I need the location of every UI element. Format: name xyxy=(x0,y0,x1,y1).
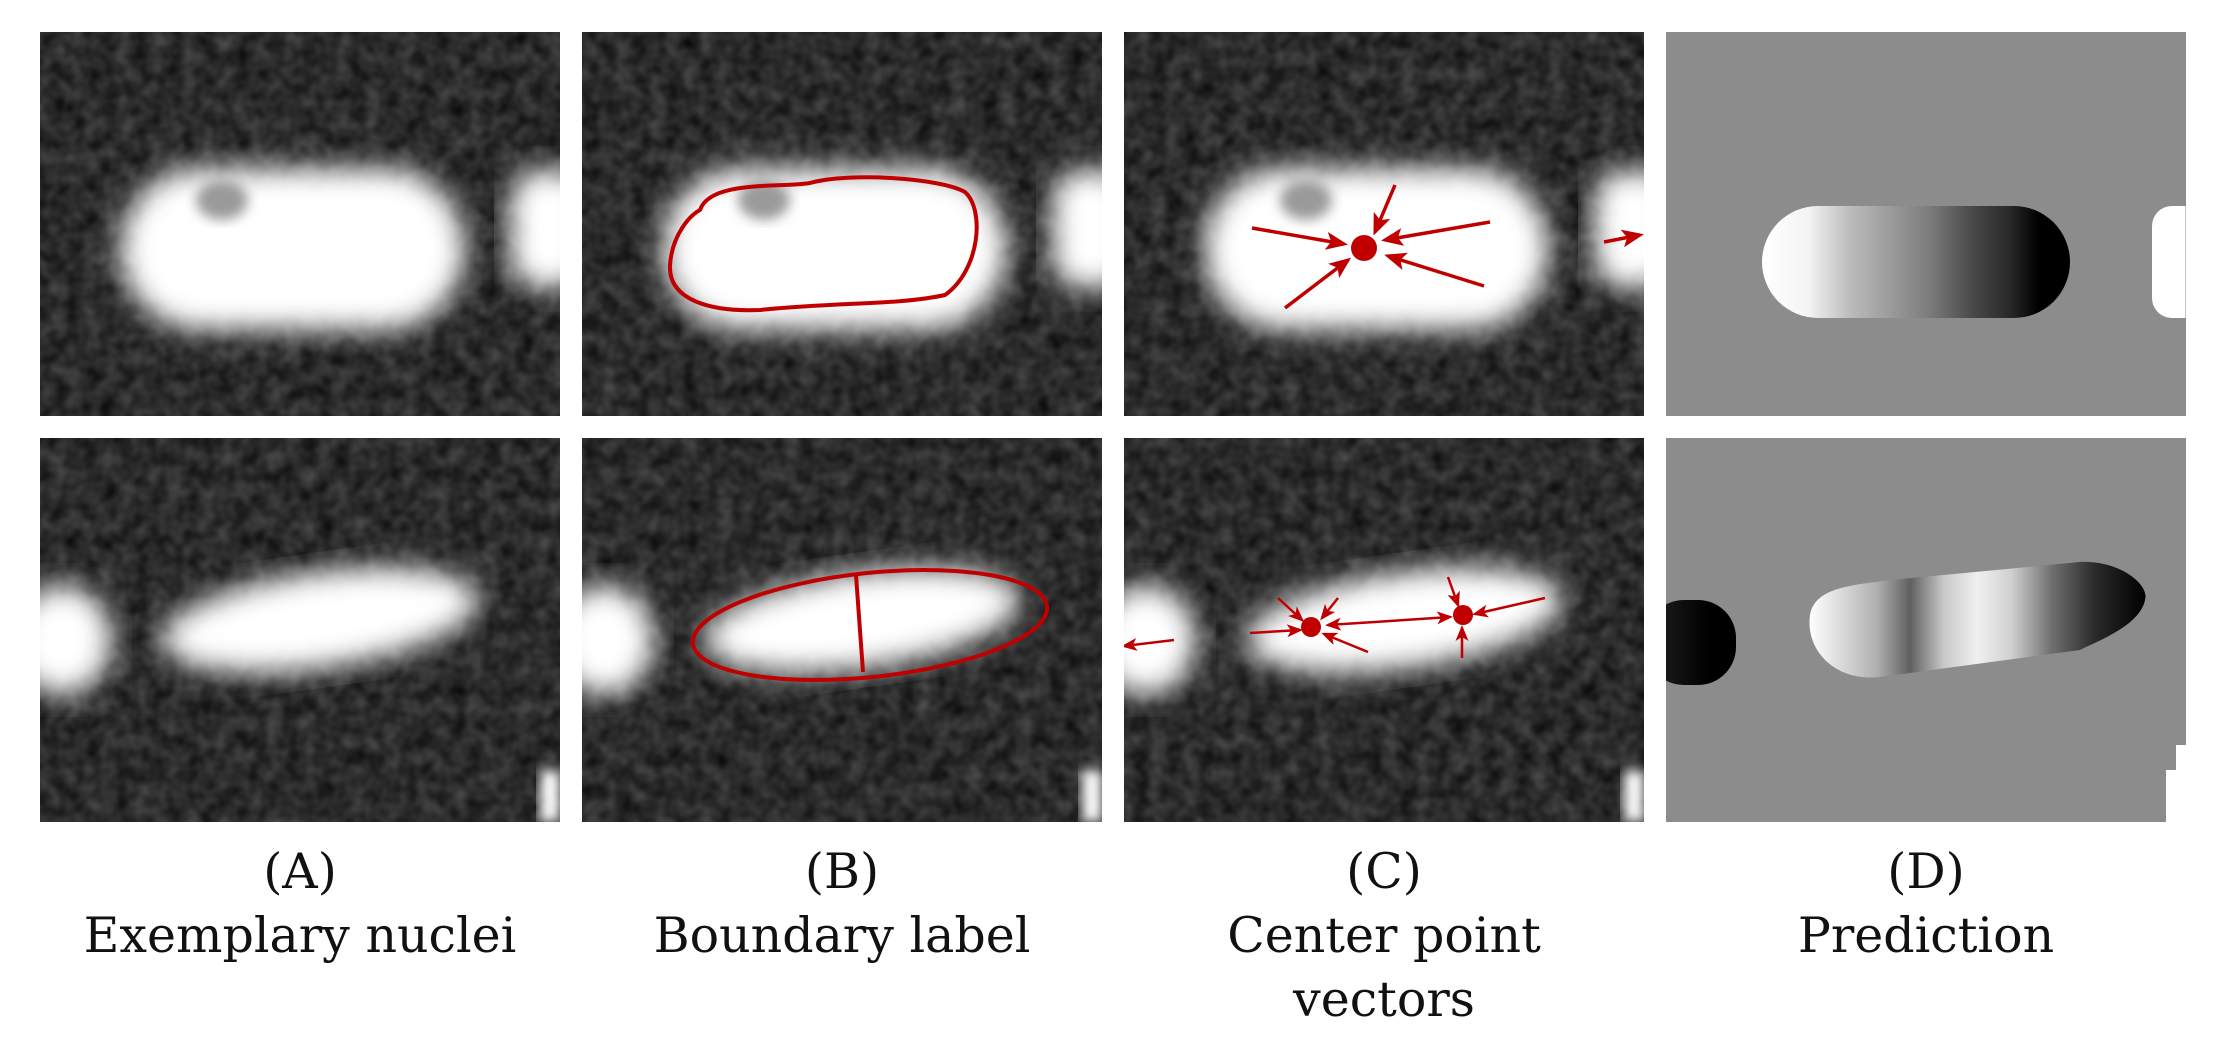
panel-c-top-image xyxy=(1124,32,1644,416)
caption-b-title: Boundary label xyxy=(653,907,1031,964)
caption-a-title: Exemplary nuclei xyxy=(83,907,517,964)
boundary-outline xyxy=(667,175,979,313)
panel-d-bottom-image xyxy=(1666,438,2186,822)
caption-c-title-line-2: vectors xyxy=(1293,971,1475,1028)
nucleus-blob xyxy=(120,168,465,330)
caption-b-letter: (B) xyxy=(804,843,880,900)
vector-arrow xyxy=(1251,226,1348,250)
neighbor-nucleus xyxy=(1052,170,1102,288)
caption-c-title-line-1: Center point xyxy=(1227,907,1541,964)
caption-d-letter: (D) xyxy=(1887,843,1965,900)
vector-arrow xyxy=(1249,624,1303,638)
neighbor-nucleus xyxy=(582,585,654,695)
prediction-blob xyxy=(1762,206,2070,318)
neighbor-nucleus xyxy=(1594,170,1644,288)
neighbor-nucleus xyxy=(1124,585,1196,695)
boundary-split-line xyxy=(854,574,865,673)
vector-arrow xyxy=(1472,596,1546,618)
caption-d-title: Prediction xyxy=(1797,907,2055,964)
panel-c-bottom-image xyxy=(1124,438,1644,822)
caption-c: (C) Center point vectors xyxy=(1124,840,1644,1032)
boundary-outline xyxy=(690,568,1050,682)
center-point xyxy=(1351,235,1377,261)
prediction-blob xyxy=(1809,561,2146,678)
vector-arrow xyxy=(1283,257,1352,310)
neighbor-nucleus xyxy=(510,170,560,288)
vector-arrow xyxy=(1603,229,1644,248)
panel-a-bottom-image xyxy=(40,438,560,822)
nucleus-blob xyxy=(161,567,479,673)
vector-arrow xyxy=(1373,184,1397,236)
vector-arrow xyxy=(1384,252,1485,288)
vector-arrow xyxy=(1389,611,1453,625)
caption-c-letter: (C) xyxy=(1346,843,1422,900)
prediction-left-edge xyxy=(1666,600,1736,685)
center-point xyxy=(1453,605,1473,625)
vector-arrow xyxy=(1277,597,1305,623)
vector-arrow xyxy=(1321,632,1369,654)
caption-d: (D) Prediction xyxy=(1666,840,2186,968)
panel-a-top-image xyxy=(40,32,560,416)
center-point xyxy=(1301,617,1321,637)
nucleus-blob xyxy=(703,567,1021,673)
caption-a-letter: (A) xyxy=(263,843,337,900)
caption-a: (A) Exemplary nuclei xyxy=(40,840,560,968)
panel-b-top-image xyxy=(582,32,1102,416)
panel-b-bottom-image xyxy=(582,438,1102,822)
vector-arrow xyxy=(1320,597,1339,621)
vector-arrow xyxy=(1381,220,1491,246)
vector-arrow xyxy=(1446,576,1460,608)
caption-b: (B) Boundary label xyxy=(582,840,1102,968)
prediction-neighbor xyxy=(2152,206,2186,318)
vector-arrow xyxy=(1124,637,1175,651)
neighbor-nucleus xyxy=(40,585,112,695)
panel-d-top-image xyxy=(1666,32,2186,416)
vector-arrow xyxy=(1325,617,1391,631)
